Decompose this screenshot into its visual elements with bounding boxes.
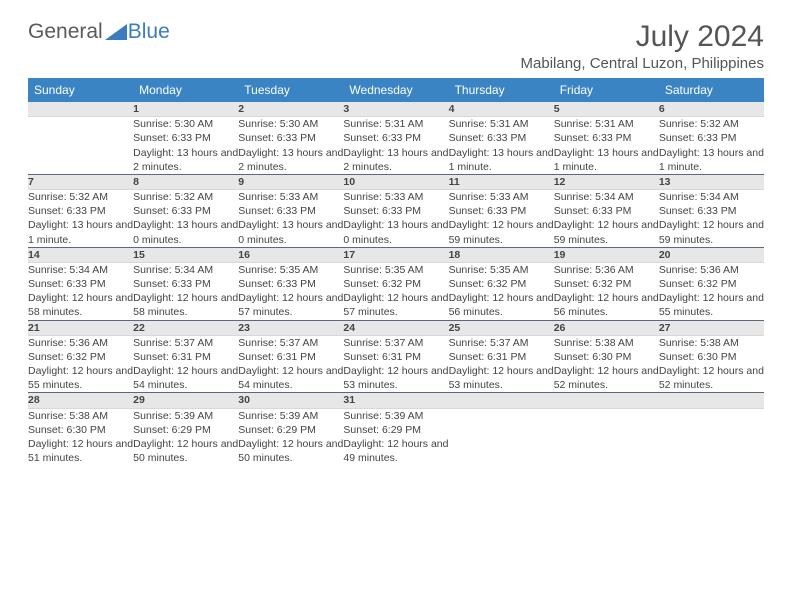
day-number-cell bbox=[554, 393, 659, 408]
info-row: Sunrise: 5:38 AMSunset: 6:30 PMDaylight:… bbox=[28, 408, 764, 471]
day-info-cell: Sunrise: 5:36 AMSunset: 6:32 PMDaylight:… bbox=[659, 262, 764, 319]
day-number-cell: 10 bbox=[343, 175, 448, 190]
day-number-cell: 27 bbox=[659, 321, 764, 336]
day-info-cell: Sunrise: 5:37 AMSunset: 6:31 PMDaylight:… bbox=[343, 335, 448, 392]
day-number-cell: 9 bbox=[238, 175, 343, 190]
day-header: Monday bbox=[133, 78, 238, 102]
day-info-cell: Sunrise: 5:33 AMSunset: 6:33 PMDaylight:… bbox=[449, 190, 554, 247]
day-number-cell bbox=[449, 393, 554, 408]
month-title: July 2024 bbox=[521, 20, 764, 53]
day-number-cell: 5 bbox=[554, 102, 659, 117]
day-number-cell: 24 bbox=[343, 321, 448, 336]
logo-triangle-icon bbox=[105, 24, 127, 40]
daynum-row: 14151617181920 bbox=[28, 248, 764, 263]
day-number-cell: 28 bbox=[28, 393, 133, 408]
day-info-cell: Sunrise: 5:34 AMSunset: 6:33 PMDaylight:… bbox=[133, 262, 238, 319]
daynum-row: 21222324252627 bbox=[28, 321, 764, 336]
day-info-cell: Sunrise: 5:37 AMSunset: 6:31 PMDaylight:… bbox=[238, 335, 343, 392]
header: General Blue July 2024 Mabilang, Central … bbox=[28, 20, 764, 72]
day-info-cell: Sunrise: 5:34 AMSunset: 6:33 PMDaylight:… bbox=[554, 190, 659, 247]
day-info-cell: Sunrise: 5:35 AMSunset: 6:33 PMDaylight:… bbox=[238, 262, 343, 319]
day-number-cell: 21 bbox=[28, 321, 133, 336]
daynum-row: 28293031 bbox=[28, 393, 764, 408]
day-info-cell: Sunrise: 5:30 AMSunset: 6:33 PMDaylight:… bbox=[238, 117, 343, 174]
day-number-cell: 8 bbox=[133, 175, 238, 190]
day-number-cell: 7 bbox=[28, 175, 133, 190]
day-number-cell: 6 bbox=[659, 102, 764, 117]
day-number-cell: 16 bbox=[238, 248, 343, 263]
logo-text-general: General bbox=[28, 20, 103, 44]
day-info-cell: Sunrise: 5:36 AMSunset: 6:32 PMDaylight:… bbox=[28, 335, 133, 392]
day-info-cell: Sunrise: 5:39 AMSunset: 6:29 PMDaylight:… bbox=[133, 408, 238, 471]
day-number-cell bbox=[28, 102, 133, 117]
day-number-cell: 22 bbox=[133, 321, 238, 336]
day-number-cell: 31 bbox=[343, 393, 448, 408]
day-info-cell bbox=[554, 408, 659, 471]
day-info-cell: Sunrise: 5:38 AMSunset: 6:30 PMDaylight:… bbox=[659, 335, 764, 392]
day-info-cell: Sunrise: 5:32 AMSunset: 6:33 PMDaylight:… bbox=[28, 190, 133, 247]
day-header: Sunday bbox=[28, 78, 133, 102]
day-header: Thursday bbox=[449, 78, 554, 102]
title-block: July 2024 Mabilang, Central Luzon, Phili… bbox=[521, 20, 764, 72]
day-number-cell: 13 bbox=[659, 175, 764, 190]
info-row: Sunrise: 5:30 AMSunset: 6:33 PMDaylight:… bbox=[28, 117, 764, 174]
day-info-cell: Sunrise: 5:39 AMSunset: 6:29 PMDaylight:… bbox=[343, 408, 448, 471]
calendar-body: 123456 Sunrise: 5:30 AMSunset: 6:33 PMDa… bbox=[28, 102, 764, 471]
logo-text-blue: Blue bbox=[128, 20, 170, 44]
day-info-cell bbox=[659, 408, 764, 471]
day-number-cell: 4 bbox=[449, 102, 554, 117]
day-info-cell: Sunrise: 5:37 AMSunset: 6:31 PMDaylight:… bbox=[133, 335, 238, 392]
day-info-cell: Sunrise: 5:37 AMSunset: 6:31 PMDaylight:… bbox=[449, 335, 554, 392]
day-info-cell: Sunrise: 5:33 AMSunset: 6:33 PMDaylight:… bbox=[343, 190, 448, 247]
day-info-cell bbox=[28, 117, 133, 174]
day-info-cell: Sunrise: 5:35 AMSunset: 6:32 PMDaylight:… bbox=[343, 262, 448, 319]
day-number-cell: 14 bbox=[28, 248, 133, 263]
day-info-cell: Sunrise: 5:33 AMSunset: 6:33 PMDaylight:… bbox=[238, 190, 343, 247]
day-number-cell: 30 bbox=[238, 393, 343, 408]
day-info-cell: Sunrise: 5:34 AMSunset: 6:33 PMDaylight:… bbox=[659, 190, 764, 247]
day-number-cell: 2 bbox=[238, 102, 343, 117]
day-number-cell: 1 bbox=[133, 102, 238, 117]
day-info-cell: Sunrise: 5:35 AMSunset: 6:32 PMDaylight:… bbox=[449, 262, 554, 319]
daynum-row: 123456 bbox=[28, 102, 764, 117]
day-number-cell: 23 bbox=[238, 321, 343, 336]
day-info-cell: Sunrise: 5:32 AMSunset: 6:33 PMDaylight:… bbox=[133, 190, 238, 247]
day-header-row: Sunday Monday Tuesday Wednesday Thursday… bbox=[28, 78, 764, 102]
day-header: Friday bbox=[554, 78, 659, 102]
day-number-cell: 20 bbox=[659, 248, 764, 263]
day-info-cell: Sunrise: 5:38 AMSunset: 6:30 PMDaylight:… bbox=[554, 335, 659, 392]
info-row: Sunrise: 5:36 AMSunset: 6:32 PMDaylight:… bbox=[28, 335, 764, 392]
day-number-cell: 26 bbox=[554, 321, 659, 336]
day-info-cell: Sunrise: 5:32 AMSunset: 6:33 PMDaylight:… bbox=[659, 117, 764, 174]
day-number-cell: 29 bbox=[133, 393, 238, 408]
info-row: Sunrise: 5:34 AMSunset: 6:33 PMDaylight:… bbox=[28, 262, 764, 319]
location-text: Mabilang, Central Luzon, Philippines bbox=[521, 55, 764, 72]
day-info-cell: Sunrise: 5:36 AMSunset: 6:32 PMDaylight:… bbox=[554, 262, 659, 319]
day-header: Wednesday bbox=[343, 78, 448, 102]
day-number-cell: 18 bbox=[449, 248, 554, 263]
day-info-cell: Sunrise: 5:30 AMSunset: 6:33 PMDaylight:… bbox=[133, 117, 238, 174]
day-header: Saturday bbox=[659, 78, 764, 102]
daynum-row: 78910111213 bbox=[28, 175, 764, 190]
logo: General Blue bbox=[28, 20, 170, 44]
info-row: Sunrise: 5:32 AMSunset: 6:33 PMDaylight:… bbox=[28, 190, 764, 247]
day-number-cell: 3 bbox=[343, 102, 448, 117]
day-info-cell: Sunrise: 5:31 AMSunset: 6:33 PMDaylight:… bbox=[449, 117, 554, 174]
day-info-cell: Sunrise: 5:38 AMSunset: 6:30 PMDaylight:… bbox=[28, 408, 133, 471]
day-number-cell: 15 bbox=[133, 248, 238, 263]
day-number-cell: 19 bbox=[554, 248, 659, 263]
day-number-cell: 17 bbox=[343, 248, 448, 263]
day-header: Tuesday bbox=[238, 78, 343, 102]
day-info-cell: Sunrise: 5:31 AMSunset: 6:33 PMDaylight:… bbox=[554, 117, 659, 174]
day-info-cell: Sunrise: 5:39 AMSunset: 6:29 PMDaylight:… bbox=[238, 408, 343, 471]
day-info-cell: Sunrise: 5:34 AMSunset: 6:33 PMDaylight:… bbox=[28, 262, 133, 319]
day-info-cell: Sunrise: 5:31 AMSunset: 6:33 PMDaylight:… bbox=[343, 117, 448, 174]
calendar-table: Sunday Monday Tuesday Wednesday Thursday… bbox=[28, 78, 764, 471]
day-info-cell bbox=[449, 408, 554, 471]
day-number-cell: 12 bbox=[554, 175, 659, 190]
day-number-cell bbox=[659, 393, 764, 408]
day-number-cell: 11 bbox=[449, 175, 554, 190]
day-number-cell: 25 bbox=[449, 321, 554, 336]
